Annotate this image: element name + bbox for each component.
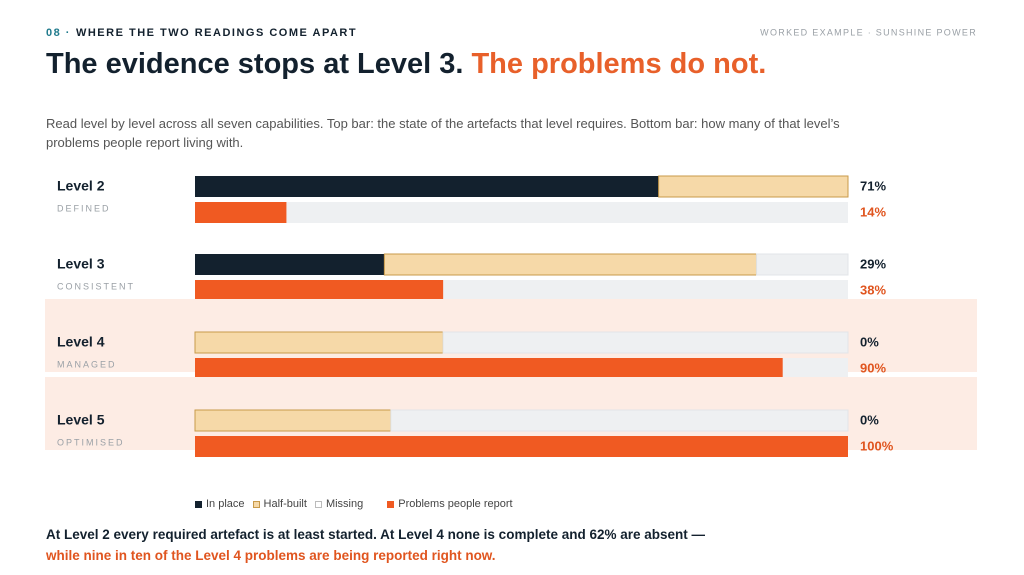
footnote-highlight: while nine in ten of the Level 4 problem… <box>46 548 496 563</box>
category-label: Level 5 <box>57 412 105 428</box>
bar-track <box>195 202 848 223</box>
problem-bar <box>195 202 287 223</box>
legend-swatch <box>252 500 260 508</box>
problem-bar <box>195 436 848 457</box>
bar-segment <box>195 176 659 197</box>
legend-label: Problems people report <box>398 498 513 510</box>
bar-segment <box>442 331 849 354</box>
legend-label: Half-built <box>263 498 307 510</box>
legend-swatch <box>195 500 202 508</box>
section-number: 08 · <box>46 27 71 39</box>
category-sublabel: CONSISTENT <box>57 281 135 291</box>
bar-segment <box>383 253 758 276</box>
legend-item: In place <box>195 498 245 510</box>
value-label: 38% <box>860 282 886 297</box>
legend-item: Half-built <box>252 498 307 510</box>
context: WORKED EXAMPLE · SUNSHINE POWER <box>760 27 977 37</box>
category-sublabel: OPTIMISED <box>57 437 125 447</box>
value-label: 90% <box>860 360 886 375</box>
category-sublabel: DEFINED <box>57 203 111 213</box>
legend-item: Missing <box>314 498 364 510</box>
rows: Level 2 DEFINED 71% 14% Level 3 CONSISTENT 29%… <box>45 175 977 457</box>
category-label: Level 2 <box>57 178 105 194</box>
value-label: 14% <box>860 204 886 219</box>
footnote-main: At Level 2 every required artefact is at… <box>46 527 706 542</box>
bar-segment <box>658 175 849 198</box>
category-label: Level 4 <box>57 334 105 350</box>
eyebrow-text: WHERE THE TWO READINGS COME APART <box>76 27 357 39</box>
legend-item: Problems people report <box>387 498 513 510</box>
bar-segment <box>194 409 392 432</box>
bar-segment <box>390 409 849 432</box>
value-label: 0% <box>860 412 879 427</box>
value-label: 0% <box>860 334 879 349</box>
value-label: 29% <box>860 256 886 271</box>
eyebrow: 08 · WHERE THE TWO READINGS COME APART <box>46 27 357 39</box>
problem-bar <box>195 358 783 379</box>
title-main: The evidence stops at Level 3. <box>46 48 463 80</box>
value-label: 71% <box>860 178 886 193</box>
legend: In place Half-built Missing Problems people… <box>195 498 521 510</box>
title-highlight: The problems do not. <box>471 48 766 80</box>
problem-bar <box>195 280 444 301</box>
legend-swatch <box>387 500 395 508</box>
legend-swatch <box>314 500 322 508</box>
legend-label: In place <box>206 498 245 510</box>
value-label: 100% <box>860 438 894 453</box>
bar-segment <box>194 331 444 354</box>
description: Read level by level across all seven cap… <box>46 116 840 150</box>
footnote: At Level 2 every required artefact is at… <box>46 524 705 566</box>
legend-label: Missing <box>325 498 364 510</box>
bar-segment <box>756 253 849 276</box>
title: The evidence stops at Level 3. The proble… <box>46 48 766 80</box>
category-label: Level 3 <box>57 256 105 272</box>
bar-segment <box>195 254 385 275</box>
category-sublabel: MANAGED <box>57 359 117 369</box>
